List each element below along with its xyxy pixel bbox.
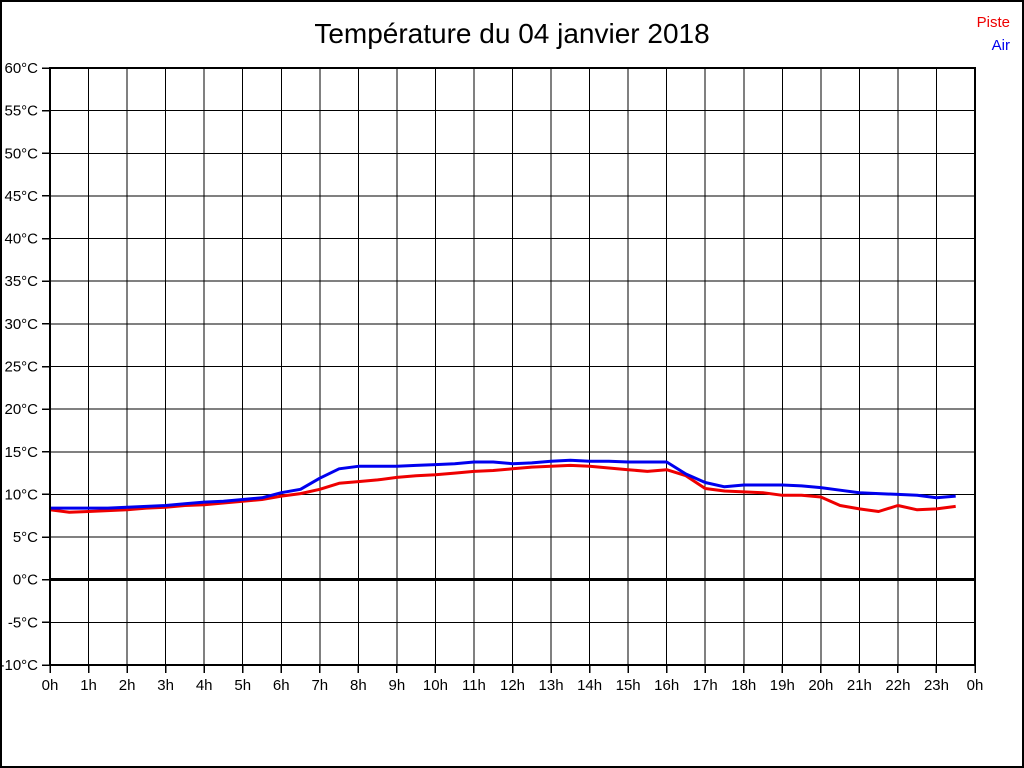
series-air-line bbox=[50, 458, 956, 510]
x-axis-label: 22h bbox=[885, 677, 910, 694]
x-axis-label: 17h bbox=[693, 677, 718, 694]
x-axis-label: 20h bbox=[808, 677, 833, 694]
x-axis-label: 0h bbox=[42, 677, 59, 694]
chart-title: Température du 04 janvier 2018 bbox=[314, 18, 710, 49]
y-axis-label: 50°C bbox=[4, 145, 38, 162]
x-axis-label: 21h bbox=[847, 677, 872, 694]
y-axis-label: 35°C bbox=[4, 273, 38, 290]
x-axis-label: 9h bbox=[389, 677, 406, 694]
y-axis-label: 45°C bbox=[4, 188, 38, 205]
legend-item-air: Air bbox=[991, 37, 1010, 54]
legend-item-piste: Piste bbox=[976, 14, 1010, 31]
y-axis-label: 10°C bbox=[4, 486, 38, 503]
y-axis-label: -10°C bbox=[2, 657, 38, 674]
y-axis-label: 60°C bbox=[4, 60, 38, 77]
x-axis-label: 0h bbox=[967, 677, 984, 694]
y-axis-label: 20°C bbox=[4, 401, 38, 418]
y-axis-label: 15°C bbox=[4, 444, 38, 461]
x-axis-label: 5h bbox=[234, 677, 251, 694]
y-axis-label: 40°C bbox=[4, 231, 38, 248]
x-axis-label: 18h bbox=[731, 677, 756, 694]
y-axis-label: 0°C bbox=[13, 572, 38, 589]
y-axis-label: 25°C bbox=[4, 359, 38, 376]
x-axis-label: 23h bbox=[924, 677, 949, 694]
x-axis-label: 15h bbox=[616, 677, 641, 694]
y-axis-label: -5°C bbox=[8, 614, 38, 631]
legend: Piste Air bbox=[977, 11, 1010, 57]
x-axis-label: 8h bbox=[350, 677, 367, 694]
x-axis-label: 4h bbox=[196, 677, 213, 694]
series-piste-line bbox=[49, 463, 956, 514]
x-axis-label: 19h bbox=[770, 677, 795, 694]
x-axis-label: 16h bbox=[654, 677, 679, 694]
x-axis-label: 1h bbox=[80, 677, 97, 694]
x-axis-label: 10h bbox=[423, 677, 448, 694]
x-axis-label: 3h bbox=[157, 677, 174, 694]
x-axis-label: 6h bbox=[273, 677, 290, 694]
x-axis-label: 7h bbox=[311, 677, 328, 694]
x-axis-label: 12h bbox=[500, 677, 525, 694]
x-axis-label: 13h bbox=[539, 677, 564, 694]
x-axis-label: 2h bbox=[119, 677, 136, 694]
x-axis-label: 11h bbox=[462, 677, 486, 694]
y-axis-label: 5°C bbox=[13, 529, 38, 546]
x-axis-label: 14h bbox=[577, 677, 602, 694]
y-axis-label: 55°C bbox=[4, 103, 38, 120]
y-axis-label: 30°C bbox=[4, 316, 38, 333]
